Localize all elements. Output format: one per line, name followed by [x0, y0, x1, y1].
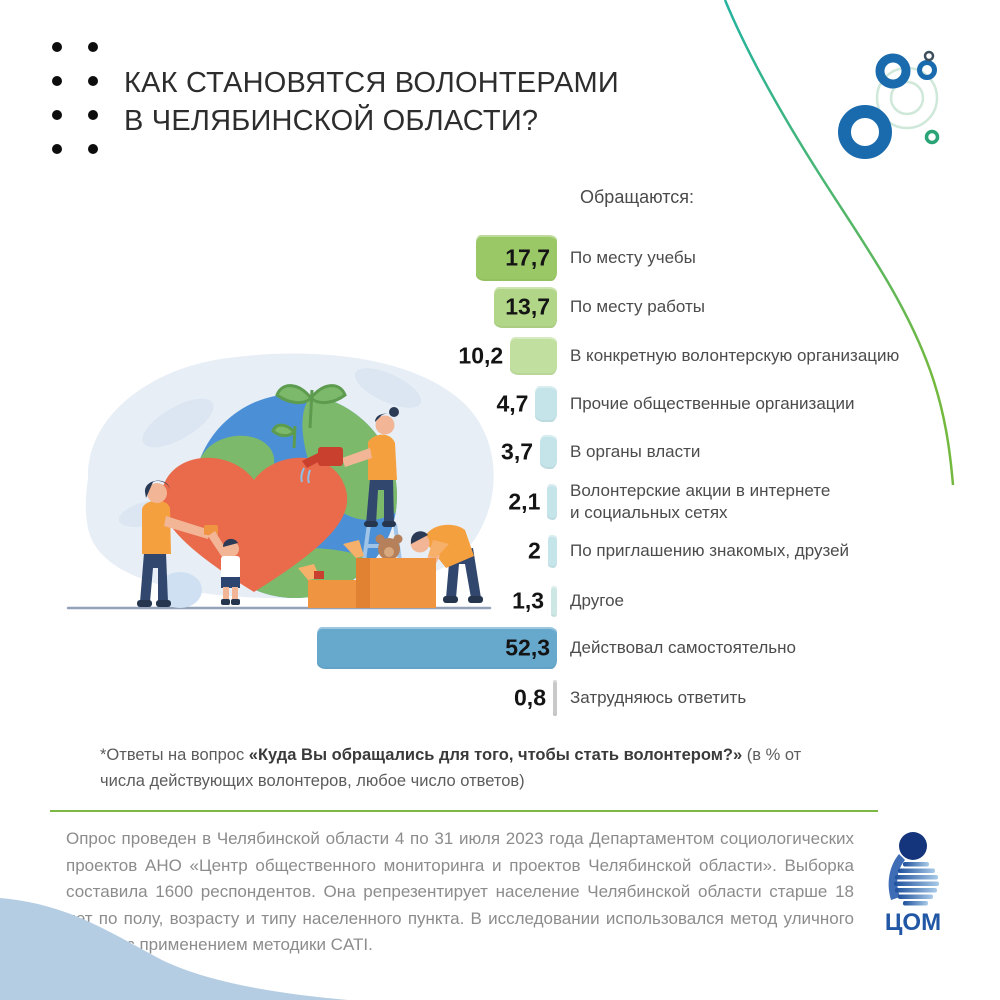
bar [547, 534, 557, 568]
donation-boxes [298, 534, 449, 608]
bar-value: 2,1 [508, 488, 541, 515]
com-logo: ЦОМ [885, 832, 941, 936]
bar-value: 0,8 [514, 684, 546, 711]
footnote-suffix: (в % от числа действующих волонтеров, лю… [100, 746, 802, 790]
man-right [410, 524, 483, 603]
logo-sphere-stripes [894, 862, 939, 906]
chart-heading: Обращаются: [580, 187, 695, 207]
bar [510, 337, 557, 375]
green-ring-icon [924, 129, 940, 145]
bar-label: По приглашению знакомых, друзей [570, 541, 850, 560]
top-right-decoration [723, 0, 955, 486]
bar [535, 386, 557, 422]
woman-left [137, 480, 218, 608]
bar [540, 435, 557, 469]
page-title-line2: В ЧЕЛЯБИНСКОЙ ОБЛАСТИ? [124, 105, 539, 137]
bar [475, 235, 557, 281]
page-title-line1: КАК СТАНОВЯТСЯ ВОЛОНТЕРАМИ [124, 67, 619, 99]
bar-value: 4,7 [496, 390, 529, 417]
globe [193, 394, 397, 598]
dot-icon [88, 144, 98, 154]
bar [547, 484, 557, 520]
blue-ring-small-icon [917, 60, 937, 80]
bar-value: 17,7 [505, 244, 550, 271]
page-title: КАК СТАНОВЯТСЯ ВОЛОНТЕРАМИ В ЧЕЛЯБИНСКОЙ… [124, 64, 619, 140]
dot-icon [52, 76, 62, 86]
dot-icon [88, 42, 98, 52]
survey-methodology-text: Опрос проведен в Челябинской области 4 п… [66, 829, 854, 954]
blue-ring-large-icon [838, 105, 892, 159]
leaf-shadows [118, 368, 422, 527]
bar-value: 52,3 [505, 634, 550, 661]
bar-value: 1,3 [512, 587, 545, 614]
volunteers-illustration [66, 353, 494, 610]
bar-label: Прочие общественные организации [570, 394, 855, 413]
blue-ring-medium-icon [875, 53, 911, 89]
dot-icon [52, 144, 62, 154]
logo-label: ЦОМ [885, 909, 941, 936]
dot-icon [88, 110, 98, 120]
heart [160, 457, 348, 592]
plant-sprouts [271, 384, 378, 480]
bar [551, 585, 557, 617]
bar-label: По месту работы [570, 297, 705, 316]
footnote: *Ответы на вопрос «Куда Вы обращались дл… [100, 742, 824, 794]
bar [553, 680, 557, 716]
blob-background [85, 353, 494, 599]
bar-label: Другое [570, 591, 625, 610]
dark-ring-tiny-icon [923, 50, 935, 62]
footnote-question: «Куда Вы обращались для того, чтобы стат… [248, 746, 743, 764]
bar [316, 627, 557, 669]
teddy-bear [375, 534, 403, 560]
bar-label: В органы власти [570, 442, 701, 461]
watering-woman [300, 407, 406, 591]
bar [494, 286, 557, 328]
bar-value: 2 [528, 537, 541, 564]
bar-value: 13,7 [505, 293, 550, 320]
logo-head [899, 832, 927, 860]
pale-ring-icon [889, 80, 925, 116]
bar-label: Волонтерские акции в интернете и социаль… [570, 481, 831, 522]
pale-ring-icon [875, 66, 939, 130]
dot-grid-decoration [52, 42, 98, 154]
bar-value: 3,7 [501, 438, 534, 465]
bar-label: Действовал самостоятельно [570, 638, 796, 657]
bar-label: Затрудняюсь ответить [570, 688, 747, 707]
footnote-prefix: *Ответы на вопрос [100, 746, 249, 764]
dot-icon [52, 42, 62, 52]
bar-label: По месту учебы [570, 248, 696, 267]
dot-icon [88, 76, 98, 86]
bar-value: 10,2 [458, 342, 504, 369]
bar-label: В конкретную волонтерскую организацию [570, 346, 900, 365]
dot-icon [52, 110, 62, 120]
watering-can [300, 447, 343, 484]
divider-line [50, 810, 878, 812]
child [208, 531, 240, 605]
